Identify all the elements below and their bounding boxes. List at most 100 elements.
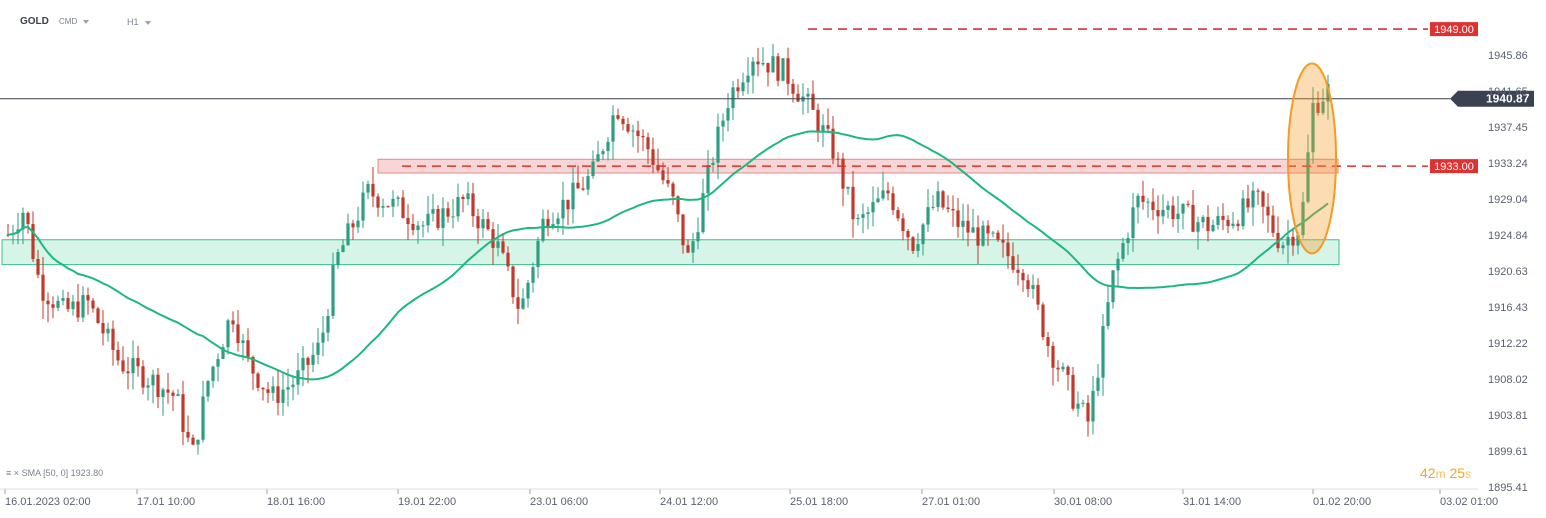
candle-body: [1181, 203, 1185, 214]
sma-legend[interactable]: ≡ × SMA [50, 0] 1923.80: [6, 468, 103, 478]
candle-body: [946, 207, 950, 209]
candle-body: [76, 301, 80, 318]
candle-body: [21, 212, 25, 230]
candle-body: [376, 196, 380, 208]
candle-body: [481, 219, 485, 229]
candle-body: [431, 209, 435, 214]
symbol-label[interactable]: GOLD: [20, 16, 49, 27]
candle-body: [446, 208, 450, 217]
candle-body: [26, 212, 30, 225]
candle-body: [926, 207, 930, 225]
sma-path: [7, 130, 1329, 381]
candle-body: [441, 208, 445, 228]
candle-body: [216, 359, 220, 367]
candle-body: [146, 385, 150, 388]
candle-body: [386, 206, 390, 208]
candle-body: [1096, 377, 1100, 391]
candle-body: [1051, 346, 1055, 368]
bars-icon[interactable]: ≡: [6, 468, 12, 478]
candle-body: [101, 323, 105, 334]
candle-body: [351, 223, 355, 228]
close-icon[interactable]: ×: [13, 468, 20, 478]
candle-body: [316, 342, 320, 355]
candle-body: [1121, 243, 1125, 259]
candle-body: [981, 225, 985, 246]
candle-body: [1131, 207, 1135, 239]
candle-body: [301, 357, 305, 371]
candle-body: [281, 389, 285, 403]
candle-body: [881, 190, 885, 199]
interval-label: H1: [127, 17, 139, 27]
candle-body: [671, 183, 675, 197]
x-tick-label: 17.01 10:00: [137, 496, 195, 508]
y-tick-label: 1903.81: [1488, 410, 1528, 422]
candle-body: [1106, 302, 1110, 326]
candle-body: [846, 186, 850, 189]
candle-body: [56, 300, 60, 308]
candle-body: [911, 237, 915, 251]
candle-body: [551, 224, 555, 228]
candle-body: [1216, 215, 1220, 225]
candle-body: [811, 93, 815, 110]
candle-body: [886, 190, 890, 194]
level-label: 1933.00: [1434, 161, 1474, 173]
candle-body: [936, 191, 940, 207]
candle-body: [361, 192, 365, 221]
candle-body: [1156, 210, 1160, 217]
candle-body: [1086, 402, 1090, 422]
candle-body: [556, 218, 560, 225]
candle-body: [1171, 205, 1175, 220]
candle-body: [761, 63, 765, 65]
candle-body: [466, 193, 470, 200]
candle-body: [781, 58, 785, 81]
candle-body: [1011, 256, 1015, 270]
candle-body: [1056, 367, 1060, 370]
candle-body: [661, 170, 665, 181]
candle-body: [426, 213, 430, 226]
candle-body: [581, 188, 585, 190]
candle-body: [366, 183, 370, 193]
candle-body: [221, 347, 225, 360]
highlight-ellipse: [1287, 62, 1337, 255]
candle-body: [286, 387, 290, 390]
candle-body: [1076, 403, 1080, 409]
candle-body: [681, 214, 685, 246]
level-label: 1949.00: [1434, 24, 1474, 36]
candle-body: [116, 349, 120, 361]
candle-body: [1066, 366, 1070, 375]
candle-body: [906, 231, 910, 238]
current-price-tag: [1450, 90, 1534, 107]
candle-body: [1151, 201, 1155, 211]
market-label: CMD: [59, 17, 78, 26]
candle-body: [986, 225, 990, 234]
candle-body: [1036, 284, 1040, 305]
candle-body: [696, 232, 700, 242]
candle-body: [266, 389, 270, 393]
candle-body: [1041, 304, 1045, 338]
candle-body: [1116, 258, 1120, 271]
candle-body: [1246, 198, 1250, 208]
candle-body: [46, 300, 50, 305]
candle-body: [516, 297, 520, 309]
level-label-box: [1430, 22, 1478, 37]
x-axis[interactable]: 16.01.2023 02:00 17.01 10:00 18.01 16:00 19…: [0, 488, 1498, 508]
x-tick-label: 19.01 22:00: [398, 496, 456, 508]
candle-body: [306, 357, 310, 365]
candle-body: [96, 308, 100, 324]
y-axis[interactable]: 1945.86 1941.65 1937.45 1933.24 1929.04 1924.…: [1488, 50, 1528, 494]
candle-body: [196, 439, 200, 445]
candle-body: [1101, 325, 1105, 378]
candle-body: [741, 82, 745, 92]
market-selector[interactable]: CMD: [59, 17, 90, 26]
x-tick-label: 31.01 14:00: [1183, 496, 1241, 508]
candle-body: [1301, 201, 1305, 236]
candle-body: [1251, 190, 1255, 208]
candle-body: [171, 392, 175, 396]
candle-body: [1261, 191, 1265, 207]
interval-selector[interactable]: H1: [127, 17, 151, 27]
candle-body: [206, 381, 210, 397]
candle-body: [1166, 205, 1170, 210]
candle-body: [501, 241, 505, 253]
candle-body: [1291, 236, 1295, 246]
